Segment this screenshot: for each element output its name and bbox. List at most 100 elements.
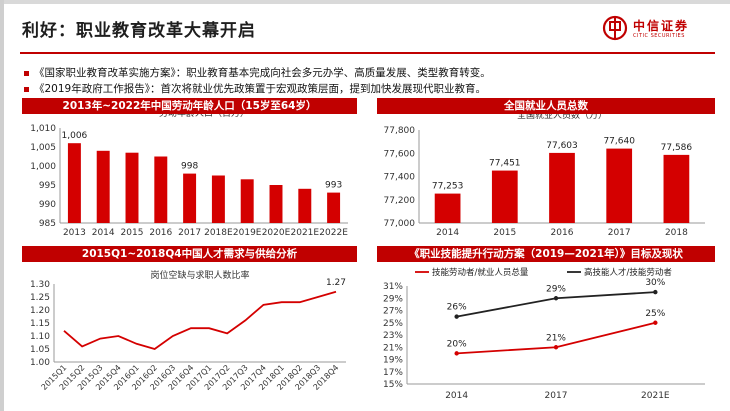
data-label: 21% (546, 333, 566, 343)
panel-title: 2015Q1~2018Q4中国人才需求与供给分析 (22, 246, 357, 262)
page-title: 利好：职业教育改革大幕开启 (22, 21, 256, 41)
x-tick-label: 2018E (204, 228, 233, 238)
bullet-item: 《2019年政府工作报告》：首次将就业优先政策置于宏观政策层面，提到加快发展现代… (24, 81, 486, 96)
y-tick-label: 77,000 (384, 219, 416, 229)
bar (663, 154, 690, 223)
data-label: 998 (181, 162, 198, 172)
panel-title: 2013年~2022年中国劳动年龄人口（15岁至64岁） (22, 98, 357, 114)
bullet-square-icon (24, 86, 29, 92)
bar (606, 148, 633, 223)
y-tick-label: 31% (383, 282, 403, 292)
data-label: 77,640 (603, 137, 635, 147)
x-tick-label: 2019E (233, 228, 262, 238)
bar (298, 188, 312, 223)
y-tick-label: 995 (39, 181, 56, 191)
skills-program-chart: 15% 17% 19% 21% 23% 25% 27% 29% 31% 2014 2017 2021E… (383, 267, 705, 401)
x-tick-label: 2017 (608, 228, 631, 238)
y-tick-label: 1,000 (30, 162, 56, 172)
legend-label: 高技能人才/技能劳动者 (584, 267, 672, 278)
panel-title: 全国就业人员总数 (377, 98, 715, 114)
x-tick-label: 2016 (551, 228, 574, 238)
x-tick-label: 2014 (436, 228, 459, 238)
y-tick-label: 1,010 (30, 124, 56, 134)
labor-age-population-chart: 劳动年龄人口（百万） 985 990 995 1,000 1,005 1,010 2013 1,… (30, 114, 348, 238)
data-label: 77,586 (661, 143, 693, 153)
bar (491, 170, 518, 223)
x-tick-label: 2020E (262, 228, 291, 238)
data-label: 20% (447, 339, 467, 349)
employment-total-chart: 全国就业人员数（万） 77,000 77,200 77,400 77,600 77,800… (384, 114, 705, 238)
data-label: 25% (645, 309, 665, 319)
data-label: 77,603 (546, 141, 578, 151)
x-tick-label: 2016 (149, 228, 172, 238)
y-tick-label: 17% (383, 368, 403, 378)
y-tick-label: 1.20 (30, 306, 50, 316)
data-label: 26% (447, 303, 467, 313)
y-tick-label: 21% (383, 343, 403, 353)
bullet-square-icon (24, 70, 29, 76)
bar (96, 150, 110, 223)
x-tick-label: 2014 (92, 228, 115, 238)
bar (240, 179, 254, 223)
y-tick-label: 77,200 (384, 196, 416, 206)
talent-demand-supply-chart: 岗位空缺与求职人数比率1.001.051.101.151.201.251.302… (30, 269, 346, 392)
y-tick-label: 77,400 (384, 173, 416, 183)
y-tick-label: 19% (383, 356, 403, 366)
y-tick-label: 1.10 (30, 332, 50, 342)
legend-label: 技能劳动者/就业人员总量 (432, 267, 529, 278)
x-tick-label: 2014 (445, 391, 468, 401)
y-tick-label: 15% (383, 380, 403, 390)
y-tick-label: 77,800 (384, 126, 416, 136)
data-label: 993 (325, 181, 342, 191)
bar (67, 143, 81, 223)
x-tick-label: 2021E (291, 228, 320, 238)
x-tick-label: 2015 (493, 228, 516, 238)
bar (327, 192, 341, 223)
chart-title: 劳动年龄人口（百万） (159, 114, 249, 119)
y-tick-label: 990 (39, 200, 56, 210)
logo-text: 中信证券 (633, 19, 690, 33)
data-point (454, 351, 459, 356)
y-tick-label: 1.25 (30, 293, 50, 303)
data-label: 30% (645, 278, 665, 288)
data-point (454, 314, 459, 319)
y-tick-label: 1,005 (30, 143, 56, 153)
bar (434, 193, 461, 223)
x-tick-label: 2022E (319, 228, 348, 238)
y-tick-label: 985 (39, 219, 56, 229)
x-tick-label: 2015 (121, 228, 144, 238)
y-tick-label: 1.15 (30, 319, 50, 329)
data-label: 77,451 (489, 159, 521, 169)
y-tick-label: 23% (383, 331, 403, 341)
series-line (63, 290, 337, 350)
top-shadow (0, 0, 730, 4)
bar (211, 175, 225, 223)
logo-circle-icon (602, 15, 628, 41)
y-tick-label: 1.05 (30, 345, 50, 355)
x-tick-label: 2018 (665, 228, 688, 238)
logo-subtext: CITIC SECURITIES (633, 33, 685, 39)
bullet-item: 《国家职业教育改革实施方案》：职业教育基本完成向社会多元办学、高质量发展、类型教… (24, 65, 491, 80)
x-tick-label: 2013 (63, 228, 86, 238)
data-point (553, 345, 559, 350)
citic-logo (602, 15, 628, 41)
data-label: 29% (546, 284, 566, 294)
y-tick-label: 25% (383, 319, 403, 329)
data-point (653, 320, 658, 325)
data-label: 1,006 (62, 131, 88, 141)
title-divider (20, 52, 715, 54)
series-line (456, 291, 656, 318)
x-tick-label: 2017 (178, 228, 201, 238)
x-tick-label: 2021E (641, 391, 670, 401)
data-point (553, 296, 559, 301)
bar (154, 156, 168, 223)
chart-title: 岗位空缺与求职人数比率 (150, 269, 249, 281)
y-tick-label: 29% (383, 294, 403, 304)
data-label: 1.27 (326, 278, 346, 288)
bar (269, 185, 283, 223)
y-tick-label: 1.00 (30, 358, 50, 368)
left-shadow (0, 0, 4, 411)
data-point (653, 289, 658, 295)
data-label: 77,253 (432, 182, 464, 192)
bar (183, 173, 197, 223)
